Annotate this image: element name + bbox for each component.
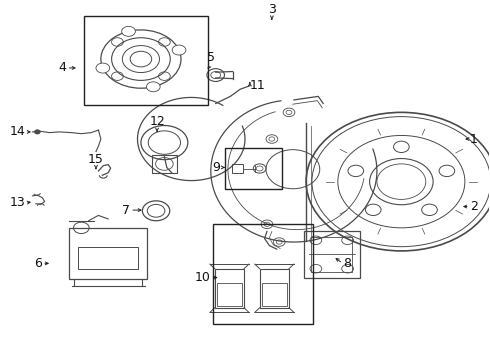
Text: 5: 5 bbox=[207, 51, 215, 64]
Bar bbox=[69, 228, 147, 279]
Circle shape bbox=[172, 45, 186, 55]
Text: 3: 3 bbox=[268, 4, 276, 17]
Text: 13: 13 bbox=[9, 197, 25, 210]
Text: 4: 4 bbox=[59, 62, 67, 75]
Bar bbox=[213, 224, 314, 324]
Circle shape bbox=[147, 82, 160, 92]
Bar bbox=[260, 269, 289, 308]
Circle shape bbox=[34, 130, 40, 134]
Text: 2: 2 bbox=[470, 200, 478, 213]
Circle shape bbox=[122, 26, 135, 36]
Bar bbox=[304, 231, 360, 278]
Text: 6: 6 bbox=[34, 257, 42, 270]
Text: 1: 1 bbox=[470, 132, 478, 145]
Text: 15: 15 bbox=[88, 153, 104, 166]
Text: 10: 10 bbox=[195, 271, 211, 284]
Bar bbox=[78, 247, 139, 269]
Bar bbox=[215, 269, 244, 308]
Bar bbox=[84, 17, 208, 105]
Text: 7: 7 bbox=[122, 203, 130, 217]
Circle shape bbox=[96, 63, 110, 73]
Text: 8: 8 bbox=[343, 257, 351, 270]
Bar bbox=[262, 283, 287, 306]
Bar bbox=[217, 283, 242, 306]
Bar bbox=[311, 237, 352, 272]
Text: 12: 12 bbox=[149, 115, 165, 129]
Bar bbox=[225, 148, 282, 189]
Bar bbox=[232, 164, 243, 173]
Bar bbox=[152, 155, 176, 173]
Text: 11: 11 bbox=[250, 79, 266, 92]
Text: 14: 14 bbox=[9, 125, 25, 138]
Text: 9: 9 bbox=[213, 161, 220, 174]
